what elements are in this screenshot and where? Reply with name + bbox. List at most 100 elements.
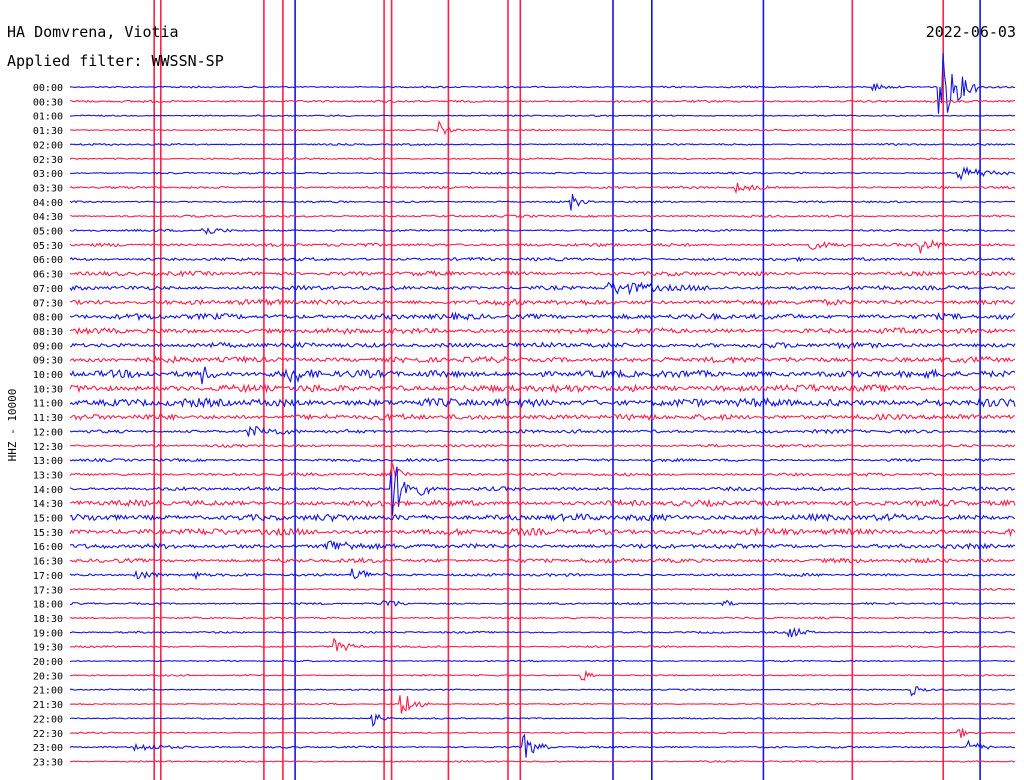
row-time-label: 23:00 xyxy=(33,743,63,754)
trace-row-1300 xyxy=(69,457,1016,463)
trace-row-2030 xyxy=(69,669,1016,681)
trace-row-0200 xyxy=(69,142,1016,147)
trace-row-0730 xyxy=(69,298,1016,307)
row-time-label: 17:00 xyxy=(33,571,63,582)
row-time-label: 12:30 xyxy=(33,442,63,453)
trace-row-0100 xyxy=(69,114,1016,118)
row-time-label: 12:00 xyxy=(33,427,63,438)
row-time-label: 22:00 xyxy=(33,714,63,725)
trace-row-1030 xyxy=(69,383,1016,394)
trace-row-0230 xyxy=(69,157,1016,161)
trace-row-0930 xyxy=(69,354,1016,365)
trace-row-2130 xyxy=(69,695,1016,714)
row-time-label: 21:30 xyxy=(33,700,63,711)
trace-row-0030 xyxy=(69,99,1016,104)
trace-row-2330 xyxy=(69,760,1016,763)
row-time-label: 19:30 xyxy=(33,643,63,654)
row-time-label: 05:30 xyxy=(33,241,63,252)
trace-row-0130 xyxy=(69,120,1016,136)
row-time-label: 01:30 xyxy=(33,126,63,137)
trace-lines xyxy=(69,53,1016,763)
station-title: HA Domvrena, Viotia xyxy=(7,23,179,41)
filter-label: Applied filter: WWSSN-SP xyxy=(7,52,224,70)
trace-row-0400 xyxy=(69,194,1016,211)
row-time-label: 17:30 xyxy=(33,585,63,596)
trace-row-1430 xyxy=(69,498,1016,508)
trace-row-0700 xyxy=(69,281,1016,296)
trace-row-0900 xyxy=(69,341,1016,350)
trace-row-1200 xyxy=(69,425,1016,437)
row-time-label: 04:30 xyxy=(33,212,63,223)
trace-row-1930 xyxy=(69,637,1016,652)
trace-row-1900 xyxy=(69,627,1016,638)
trace-row-1100 xyxy=(69,397,1016,409)
trace-row-1400 xyxy=(69,466,1016,516)
row-time-label: 16:30 xyxy=(33,557,63,568)
trace-row-1830 xyxy=(69,616,1016,620)
row-time-label: 05:00 xyxy=(33,227,63,238)
row-time-label: 11:00 xyxy=(33,399,63,410)
trace-row-0530 xyxy=(69,238,1016,254)
row-time-label: 18:30 xyxy=(33,614,63,625)
date-label: 2022-06-03 xyxy=(926,23,1016,41)
trace-row-1230 xyxy=(69,443,1016,449)
row-time-label: 14:00 xyxy=(33,485,63,496)
row-time-label: 02:30 xyxy=(33,155,63,166)
trace-row-0800 xyxy=(69,311,1016,322)
trace-row-1530 xyxy=(69,526,1016,538)
trace-row-0300 xyxy=(69,165,1016,181)
row-time-label: 07:30 xyxy=(33,298,63,309)
row-time-label: 10:30 xyxy=(33,384,63,395)
row-time-label: 18:00 xyxy=(33,600,63,611)
trace-row-2230 xyxy=(69,728,1016,738)
row-time-label: 13:30 xyxy=(33,470,63,481)
row-time-label: 03:30 xyxy=(33,183,63,194)
row-time-label: 15:00 xyxy=(33,514,63,525)
row-time-label: 10:00 xyxy=(33,370,63,381)
trace-row-0830 xyxy=(69,326,1016,336)
row-time-label: 07:00 xyxy=(33,284,63,295)
row-time-label: 06:00 xyxy=(33,255,63,266)
row-time-label: 20:00 xyxy=(33,657,63,668)
trace-row-1730 xyxy=(69,587,1016,591)
trace-row-2100 xyxy=(69,686,1016,697)
trace-row-2300 xyxy=(69,733,1016,758)
trace-row-1700 xyxy=(69,568,1016,581)
row-time-label: 08:00 xyxy=(33,313,63,324)
trace-row-0630 xyxy=(69,269,1016,278)
row-labels: 00:00 00:30 01:00 01:30 02:00 02:30 03:00 03:30… xyxy=(33,83,63,768)
trace-row-0330 xyxy=(69,182,1016,195)
row-time-label: 08:30 xyxy=(33,327,63,338)
row-time-label: 06:30 xyxy=(33,270,63,281)
trace-row-1630 xyxy=(69,556,1016,564)
row-time-label: 22:30 xyxy=(33,729,63,740)
row-time-label: 23:30 xyxy=(33,757,63,768)
trace-row-1330 xyxy=(69,463,1016,478)
row-time-label: 04:00 xyxy=(33,198,63,209)
row-time-label: 20:30 xyxy=(33,671,63,682)
row-time-label: 21:00 xyxy=(33,686,63,697)
row-time-label: 19:00 xyxy=(33,628,63,639)
trace-row-0430 xyxy=(69,214,1016,218)
trace-row-1000 xyxy=(69,366,1016,385)
row-time-label: 09:00 xyxy=(33,341,63,352)
row-time-label: 14:30 xyxy=(33,499,63,510)
trace-row-2200 xyxy=(69,713,1016,728)
row-time-label: 01:00 xyxy=(33,112,63,123)
channel-axis-label: HHZ - 10000 xyxy=(6,389,19,462)
row-time-label: 13:00 xyxy=(33,456,63,467)
row-time-label: 15:30 xyxy=(33,528,63,539)
row-time-label: 00:00 xyxy=(33,83,63,94)
row-time-label: 09:30 xyxy=(33,356,63,367)
trace-row-0600 xyxy=(69,256,1016,263)
trace-row-0500 xyxy=(69,227,1016,235)
trace-row-1500 xyxy=(69,512,1016,523)
row-time-label: 02:00 xyxy=(33,140,63,151)
trace-row-0000 xyxy=(69,53,1016,114)
trace-row-2000 xyxy=(69,659,1016,663)
trace-row-1800 xyxy=(69,599,1016,607)
trace-row-1130 xyxy=(69,412,1016,422)
row-time-label: 03:00 xyxy=(33,169,63,180)
trace-row-1600 xyxy=(69,540,1016,551)
